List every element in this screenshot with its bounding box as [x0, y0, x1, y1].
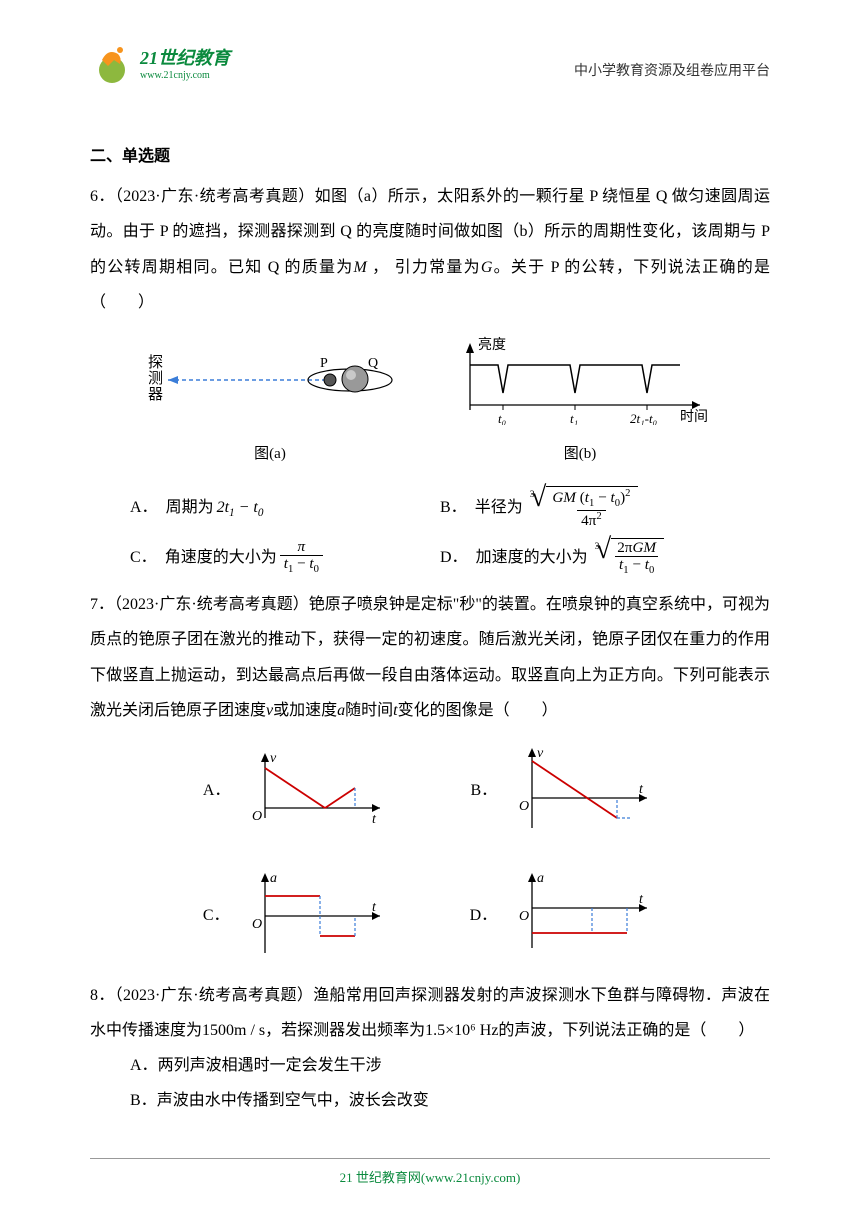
q6-figures: 探 测 器 P Q 图(a) 亮度 时间: [90, 335, 770, 471]
fig-a-label: 图(a): [140, 438, 400, 471]
svg-text:P: P: [320, 356, 328, 371]
svg-text:亮度: 亮度: [478, 336, 506, 353]
q8-option-b: B．声波由水中传播到空气中，波长会改变: [130, 1083, 770, 1118]
optD-label: D．: [440, 540, 468, 575]
q7-text-3: 随时间: [345, 702, 393, 719]
svg-text:v: v: [270, 751, 277, 766]
q8-options: A．两列声波相遇时一定会发生干涉 B．声波由水中传播到空气中，波长会改变: [130, 1048, 770, 1118]
optA-text: 周期为: [166, 490, 214, 525]
q6-source: （2023·广东·统考高考真题）: [115, 188, 315, 205]
optB-text: 半径为: [475, 490, 523, 525]
svg-text:器: 器: [148, 387, 163, 403]
q7-text-4: 变化的图像是（ ）: [398, 702, 558, 719]
fig-b-label: 图(b): [440, 438, 720, 471]
svg-text:时间: 时间: [680, 409, 708, 425]
svg-text:O: O: [252, 809, 262, 824]
q8-optA-label: A．: [130, 1057, 158, 1074]
question-6: 6．（2023·广东·统考高考真题）如图（a）所示，太阳系外的一颗行星 P 绕恒…: [90, 179, 770, 320]
q6-text-2: ， 引力常量为: [367, 259, 481, 276]
q6-G: G: [481, 259, 493, 276]
q6-options-row-2: C． 角速度的大小为 π t1 − t0 D． 加速度的大小为 3√ 2πGM …: [130, 538, 770, 577]
q6-M: M: [354, 259, 367, 276]
optA-label: A．: [130, 490, 158, 525]
question-8: 8．（2023·广东·统考高考真题）渔船常用回声探测器发射的声波探测水下鱼群与障…: [90, 978, 770, 1048]
q8-optB-text: 声波由水中传播到空气中，波长会改变: [157, 1092, 429, 1109]
q8-freq: 1.5×10⁶ Hz: [425, 1022, 498, 1039]
q7-graphs: A． v t O B． v t: [90, 743, 770, 963]
optD-text: 加速度的大小为: [476, 540, 588, 575]
footer-text: 21 世纪教育网(www.21cnjy.com): [340, 1170, 521, 1185]
q8-optB-label: B．: [130, 1092, 157, 1109]
q8-source: （2023·广东·统考高考真题）: [115, 987, 314, 1004]
svg-text:t: t: [639, 782, 644, 797]
q7-optD-label: D．: [470, 898, 498, 933]
page-header: 21世纪教育 www.21cnjy.com 中小学教育资源及组卷应用平台: [0, 0, 860, 94]
runner-icon: [90, 40, 134, 84]
figure-a: 探 测 器 P Q 图(a): [140, 335, 400, 471]
svg-text:O: O: [252, 917, 262, 932]
svg-text:O: O: [519, 799, 529, 814]
q8-optA-text: 两列声波相遇时一定会发生干涉: [158, 1057, 382, 1074]
q7-optB-label: B．: [470, 773, 497, 808]
question-7: 7．（2023·广东·统考高考真题）铯原子喷泉钟是定标"秒"的装置。在喷泉钟的真…: [90, 587, 770, 728]
q7-text-2: 或加速度: [273, 702, 337, 719]
svg-text:a: a: [270, 871, 277, 886]
q6-option-c: C． 角速度的大小为 π t1 − t0: [130, 538, 390, 577]
svg-text:t: t: [639, 892, 644, 907]
q7-text-1: 铯原子喷泉钟是定标"秒"的装置。在喷泉钟的真空系统中，可视为质点的铯原子团在激光…: [90, 596, 770, 719]
optB-label: B．: [440, 490, 467, 525]
svg-text:Q: Q: [368, 356, 378, 371]
content-area: 二、单选题 6．（2023·广东·统考高考真题）如图（a）所示，太阳系外的一颗行…: [0, 94, 860, 1119]
q7-number: 7．: [90, 596, 114, 613]
q6-option-d: D． 加速度的大小为 3√ 2πGM t1 − t0: [440, 538, 700, 577]
q8-text-3: 的声波，下列说法正确的是（ ）: [498, 1022, 754, 1039]
svg-text:a: a: [537, 871, 544, 886]
q6-options-row-1: A． 周期为 2t1 − t0 B． 半径为 3√ GM (t1 − t0)2 …: [130, 486, 770, 530]
q8-option-a: A．两列声波相遇时一定会发生干涉: [130, 1048, 770, 1083]
logo-url: www.21cnjy.com: [140, 70, 230, 81]
svg-text:t: t: [372, 812, 377, 827]
svg-text:测: 测: [148, 370, 163, 387]
q6-number: 6．: [90, 188, 115, 205]
svg-text:t: t: [372, 900, 377, 915]
section-title: 二、单选题: [90, 139, 770, 174]
q7-source: （2023·广东·统考高考真题）: [114, 596, 309, 613]
q6-option-b: B． 半径为 3√ GM (t1 − t0)2 4π2: [440, 486, 700, 530]
q8-number: 8．: [90, 987, 115, 1004]
q7-optC-label: C．: [203, 898, 230, 933]
q7-a: a: [337, 702, 345, 719]
q7-option-d: D． a t O: [470, 868, 658, 963]
q8-speed: 1500m / s: [202, 1022, 265, 1039]
svg-text:t₁: t₁: [570, 411, 578, 425]
svg-text:v: v: [537, 746, 544, 761]
svg-text:t₀: t₀: [498, 411, 506, 425]
detector-label: 探: [148, 354, 163, 371]
q7-option-a: A． v t O: [203, 743, 391, 838]
q8-text-2: ，若探测器发出频率为: [265, 1022, 425, 1039]
q7-option-b: B． v t O: [470, 743, 657, 838]
page-footer: 21 世纪教育网(www.21cnjy.com): [90, 1158, 770, 1186]
logo: 21世纪教育 www.21cnjy.com: [90, 40, 230, 84]
optC-label: C．: [130, 540, 157, 575]
svg-text:2t₁-t₀: 2t₁-t₀: [630, 411, 657, 425]
q7-optA-label: A．: [203, 773, 231, 808]
logo-text: 21世纪教育: [140, 44, 230, 70]
header-right-text: 中小学教育资源及组卷应用平台: [574, 60, 770, 80]
svg-text:O: O: [519, 909, 529, 924]
figure-b: 亮度 时间 t₀ t₁ 2t₁-t₀ 图(b): [440, 335, 720, 471]
q6-option-a: A． 周期为 2t1 − t0: [130, 486, 390, 530]
q7-option-c: C． a t O: [203, 868, 390, 963]
optC-text: 角速度的大小为: [165, 540, 277, 575]
